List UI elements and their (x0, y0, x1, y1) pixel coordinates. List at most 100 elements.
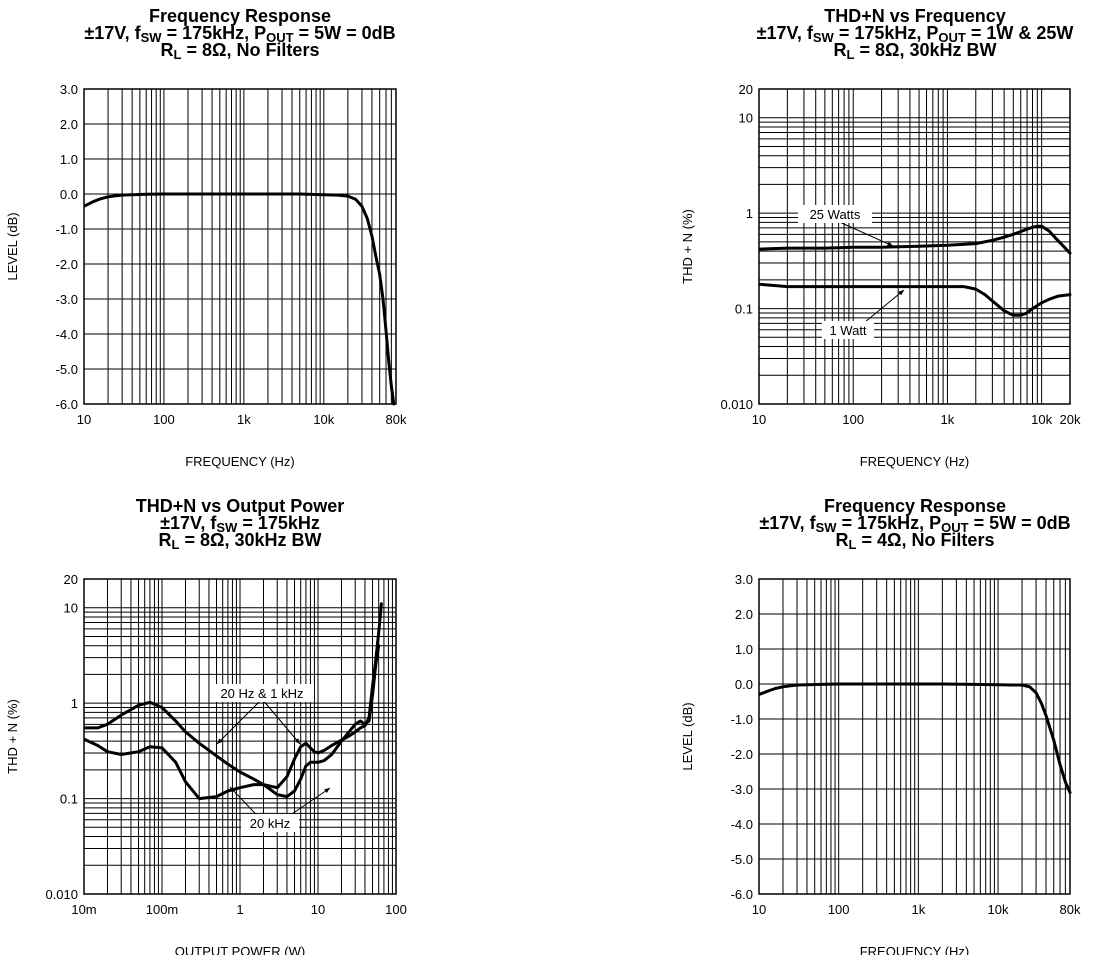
chart-panel: 10m 100m 1 10 100 20 10 1 0.1 0.010 OUTPUT POWER (… (5, 572, 407, 955)
annotation-pointer (261, 698, 301, 745)
x-tick-label: 80k (386, 412, 407, 427)
plot-frame (83, 88, 397, 405)
x-axis-label: FREQUENCY (Hz) (860, 454, 970, 469)
series-line (84, 602, 383, 790)
y-tick-label: 0.0 (735, 677, 753, 692)
y-tick-label: 1 (746, 206, 753, 221)
y-tick-label: 1 (71, 696, 78, 711)
x-tick-label: 100 (842, 412, 864, 427)
chart-title: THD+N vs Frequency ±17V, fSW = 175kHz, P… (705, 6, 1104, 62)
title-line-3: RL = 8Ω, No Filters (160, 40, 320, 62)
y-tick-label: -6.0 (731, 887, 753, 902)
y-tick-label: 0.010 (720, 397, 753, 412)
title-line-2: ±17V, fSW = 175kHz, POUT = 5W = 0dB (759, 513, 1071, 535)
chart-title: Frequency Response ±17V, fSW = 175kHz, P… (40, 6, 440, 62)
x-tick-label: 10 (752, 412, 766, 427)
annotation-arrowhead (217, 738, 223, 744)
x-tick-label: 100m (146, 902, 179, 917)
title-line-2: ±17V, fSW = 175kHz, POUT = 1W & 25W (756, 23, 1074, 45)
annotation-arrowhead (898, 290, 904, 296)
y-tick-label: -1.0 (56, 222, 78, 237)
title-line-3: RL = 8Ω, 30kHz BW (833, 40, 997, 62)
series-line (84, 644, 381, 801)
y-tick-label: 20 (64, 572, 78, 587)
y-axis-label: THD + N (%) (680, 209, 695, 284)
title-line-3: RL = 8Ω, 30kHz BW (158, 530, 322, 552)
title-line-2: ±17V, fSW = 175kHz (160, 513, 320, 535)
x-tick-label: 10k (313, 412, 334, 427)
annotation-label: 20 Hz & 1 kHz (220, 686, 303, 701)
y-tick-label: 1.0 (735, 642, 753, 657)
title-line-1: THD+N vs Output Power (135, 496, 345, 516)
y-tick-label: 10 (64, 601, 78, 616)
annotation-label: 1 Watt (829, 323, 866, 338)
y-axis-label: LEVEL (dB) (680, 702, 695, 770)
chart-panel: 10 100 1k 10k 80k 3.0 2.0 1.0 0.0 -1.0 -2.0 -3.0 -4.… (5, 82, 407, 469)
annotation-label: 20 kHz (250, 816, 290, 831)
title-line-3: RL = 4Ω, No Filters (835, 530, 995, 552)
y-tick-label: 1.0 (60, 152, 78, 167)
plot-frame (758, 578, 1071, 895)
y-axis-label: THD + N (%) (5, 699, 20, 774)
annotation-arrowhead (324, 788, 330, 794)
annotation-label-bg (210, 684, 314, 702)
annotation-label: 25 Watts (810, 207, 861, 222)
x-tick-label: 80k (1060, 902, 1081, 917)
y-tick-label: 0.1 (60, 792, 78, 807)
x-tick-label: 1 (236, 902, 243, 917)
x-tick-label: 10m (71, 902, 96, 917)
y-tick-label: -1.0 (731, 712, 753, 727)
y-tick-label: -2.0 (56, 257, 78, 272)
annotation-arrowhead (294, 738, 300, 744)
x-tick-label: 100 (385, 902, 407, 917)
x-tick-label: 100 (153, 412, 175, 427)
y-tick-label: 3.0 (735, 572, 753, 587)
x-tick-label: 10 (752, 902, 766, 917)
x-axis-label: FREQUENCY (Hz) (185, 454, 295, 469)
x-tick-label: 10 (77, 412, 91, 427)
series-line (759, 224, 1072, 255)
chart-title: THD+N vs Output Power ±17V, fSW = 175kHz… (40, 496, 440, 552)
x-tick-label: 10k (988, 902, 1009, 917)
x-tick-label: 1k (911, 902, 925, 917)
x-axis-label: OUTPUT POWER (W) (175, 944, 305, 955)
chart-title: Frequency Response ±17V, fSW = 175kHz, P… (705, 496, 1104, 552)
x-tick-label: 1k (941, 412, 955, 427)
annotation-arrowhead (887, 241, 893, 246)
x-tick-label: 20k (1060, 412, 1081, 427)
title-line-1: Frequency Response (148, 6, 332, 26)
x-tick-label: 10k (1031, 412, 1052, 427)
title-line-1: Frequency Response (823, 496, 1007, 516)
annotation-label-bg (241, 814, 299, 832)
chart-panel: 10 100 1k 10k 20k 20 10 1 0.1 0.010 FREQUENCY (Hz)… (680, 82, 1081, 469)
y-tick-label: 0.0 (60, 187, 78, 202)
title-line-2: ±17V, fSW = 175kHz, POUT = 5W = 0dB (84, 23, 396, 45)
y-tick-label: -3.0 (56, 292, 78, 307)
x-axis-label: FREQUENCY (Hz) (860, 944, 970, 955)
chart-panel: 10 100 1k 10k 80k 3.0 2.0 1.0 0.0 -1.0 -2.0 -3.0 -4.… (680, 572, 1081, 955)
y-tick-label: 0.1 (735, 302, 753, 317)
x-tick-label: 100 (828, 902, 850, 917)
series-line (759, 282, 1072, 317)
series-line (759, 682, 1072, 794)
plot-frame (83, 578, 397, 895)
y-tick-label: -5.0 (56, 362, 78, 377)
y-tick-label: 20 (739, 82, 753, 97)
annotation-arrowhead (230, 787, 236, 793)
y-tick-label: 10 (739, 111, 753, 126)
y-tick-label: 0.010 (45, 887, 78, 902)
x-tick-label: 10 (311, 902, 325, 917)
annotation-label-bg (822, 321, 874, 339)
y-tick-label: 2.0 (60, 117, 78, 132)
title-line-1: THD+N vs Frequency (824, 6, 1006, 26)
annotation-pointer (834, 219, 894, 247)
plot-frame (758, 88, 1071, 405)
y-tick-label: -6.0 (56, 397, 78, 412)
y-tick-label: -5.0 (731, 852, 753, 867)
series-line (84, 192, 396, 406)
y-tick-label: -2.0 (731, 747, 753, 762)
y-tick-label: -3.0 (731, 782, 753, 797)
y-tick-label: -4.0 (731, 817, 753, 832)
y-tick-label: -4.0 (56, 327, 78, 342)
